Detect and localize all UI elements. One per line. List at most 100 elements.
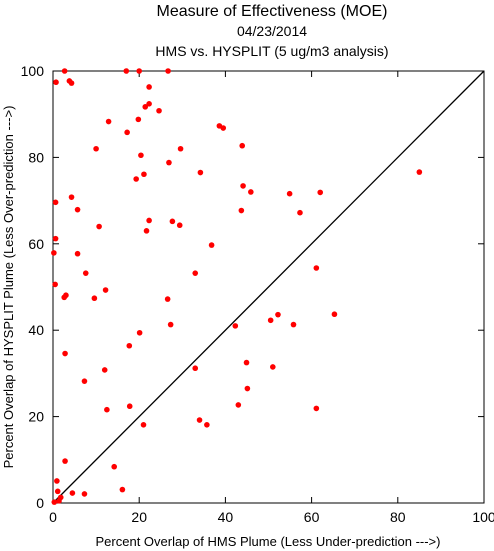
data-point — [169, 218, 176, 225]
data-point — [119, 486, 126, 493]
data-point — [68, 80, 75, 86]
data-point — [146, 217, 152, 224]
y-tick-label: 100 — [21, 63, 45, 79]
data-point — [93, 145, 99, 152]
data-point — [124, 129, 130, 136]
data-point — [167, 321, 174, 328]
data-point — [232, 323, 239, 329]
data-point — [248, 189, 254, 195]
data-point — [240, 183, 246, 189]
data-point — [68, 194, 75, 200]
data-point — [54, 478, 60, 484]
data-point — [142, 104, 149, 110]
data-point — [133, 176, 139, 182]
data-point — [192, 365, 199, 372]
data-point — [267, 317, 274, 324]
data-point — [204, 422, 210, 428]
data-point — [123, 68, 130, 74]
data-point — [177, 145, 184, 152]
data-point — [286, 190, 293, 197]
plot-frame — [52, 70, 485, 504]
data-point — [244, 385, 251, 392]
data-point — [111, 463, 118, 470]
data-point — [102, 287, 109, 293]
data-point — [141, 171, 147, 178]
data-point — [235, 402, 242, 408]
data-point — [138, 152, 144, 159]
data-point — [275, 311, 281, 318]
data-point — [313, 265, 320, 271]
x-tick-label: 20 — [131, 509, 147, 525]
data-point — [53, 79, 59, 86]
data-point — [313, 405, 320, 412]
data-point — [81, 491, 88, 497]
data-point — [135, 116, 142, 123]
data-point — [52, 199, 59, 206]
data-point — [156, 107, 162, 114]
data-point — [105, 118, 112, 125]
data-point — [61, 294, 68, 301]
data-point — [192, 270, 199, 276]
data-point — [238, 207, 245, 214]
data-point — [176, 222, 183, 229]
y-tick-label: 80 — [28, 149, 44, 165]
data-point — [136, 329, 143, 336]
y-tick-label: 20 — [28, 409, 44, 425]
y-tick-label: 60 — [28, 236, 44, 252]
chart-title: Measure of Effectiveness (MOE) — [157, 3, 388, 20]
data-point — [290, 321, 297, 328]
data-point — [74, 206, 81, 213]
data-point — [74, 250, 81, 257]
plot-area: 0 20 40 60 80 100 0 20 40 60 80 100 — [21, 63, 494, 525]
y-axis-label: Percent Overlap of HYSPLIT Plume (Less O… — [1, 106, 16, 469]
data-point — [104, 406, 110, 413]
chart-subtitle: HMS vs. HYSPLIT (5 ug/m3 analysis) — [155, 43, 388, 59]
data-point — [197, 169, 204, 176]
data-point — [208, 242, 215, 248]
data-point — [81, 378, 88, 384]
data-point — [297, 209, 303, 216]
data-point — [220, 125, 227, 131]
data-point — [146, 84, 152, 90]
data-point — [243, 359, 250, 366]
x-tick-label: 40 — [218, 509, 234, 525]
data-point — [166, 159, 172, 166]
data-point — [91, 295, 98, 302]
data-point — [62, 350, 68, 357]
data-point — [196, 417, 203, 423]
data-point — [140, 422, 147, 428]
data-point — [143, 228, 150, 234]
data-point — [56, 498, 62, 504]
x-tick-label: 0 — [49, 509, 57, 525]
data-point — [51, 250, 57, 256]
one-to-one-line — [52, 70, 485, 504]
data-point — [164, 296, 171, 302]
data-point — [61, 68, 68, 74]
x-tick-label: 100 — [472, 509, 494, 525]
data-point — [126, 403, 133, 410]
data-point — [239, 142, 246, 149]
data-point — [165, 68, 171, 74]
data-point — [54, 488, 61, 495]
chart-date: 04/23/2014 — [237, 23, 307, 39]
data-point — [62, 458, 68, 464]
x-tick-label: 60 — [304, 509, 320, 525]
data-point — [69, 490, 76, 496]
data-point — [52, 281, 58, 288]
y-tick-label: 40 — [28, 322, 44, 338]
y-tick-label: 0 — [36, 495, 44, 511]
data-point — [96, 223, 102, 230]
data-point — [52, 235, 59, 242]
data-point — [331, 311, 338, 318]
data-point — [82, 270, 89, 276]
data-point — [51, 499, 58, 505]
data-point — [126, 342, 133, 349]
data-point — [416, 169, 423, 175]
data-point — [270, 364, 276, 370]
x-axis-label: Percent Overlap of HMS Plume (Less Under… — [96, 534, 441, 549]
data-point — [101, 367, 108, 373]
data-point — [317, 189, 324, 196]
data-point — [136, 68, 142, 74]
data-point — [146, 101, 152, 107]
